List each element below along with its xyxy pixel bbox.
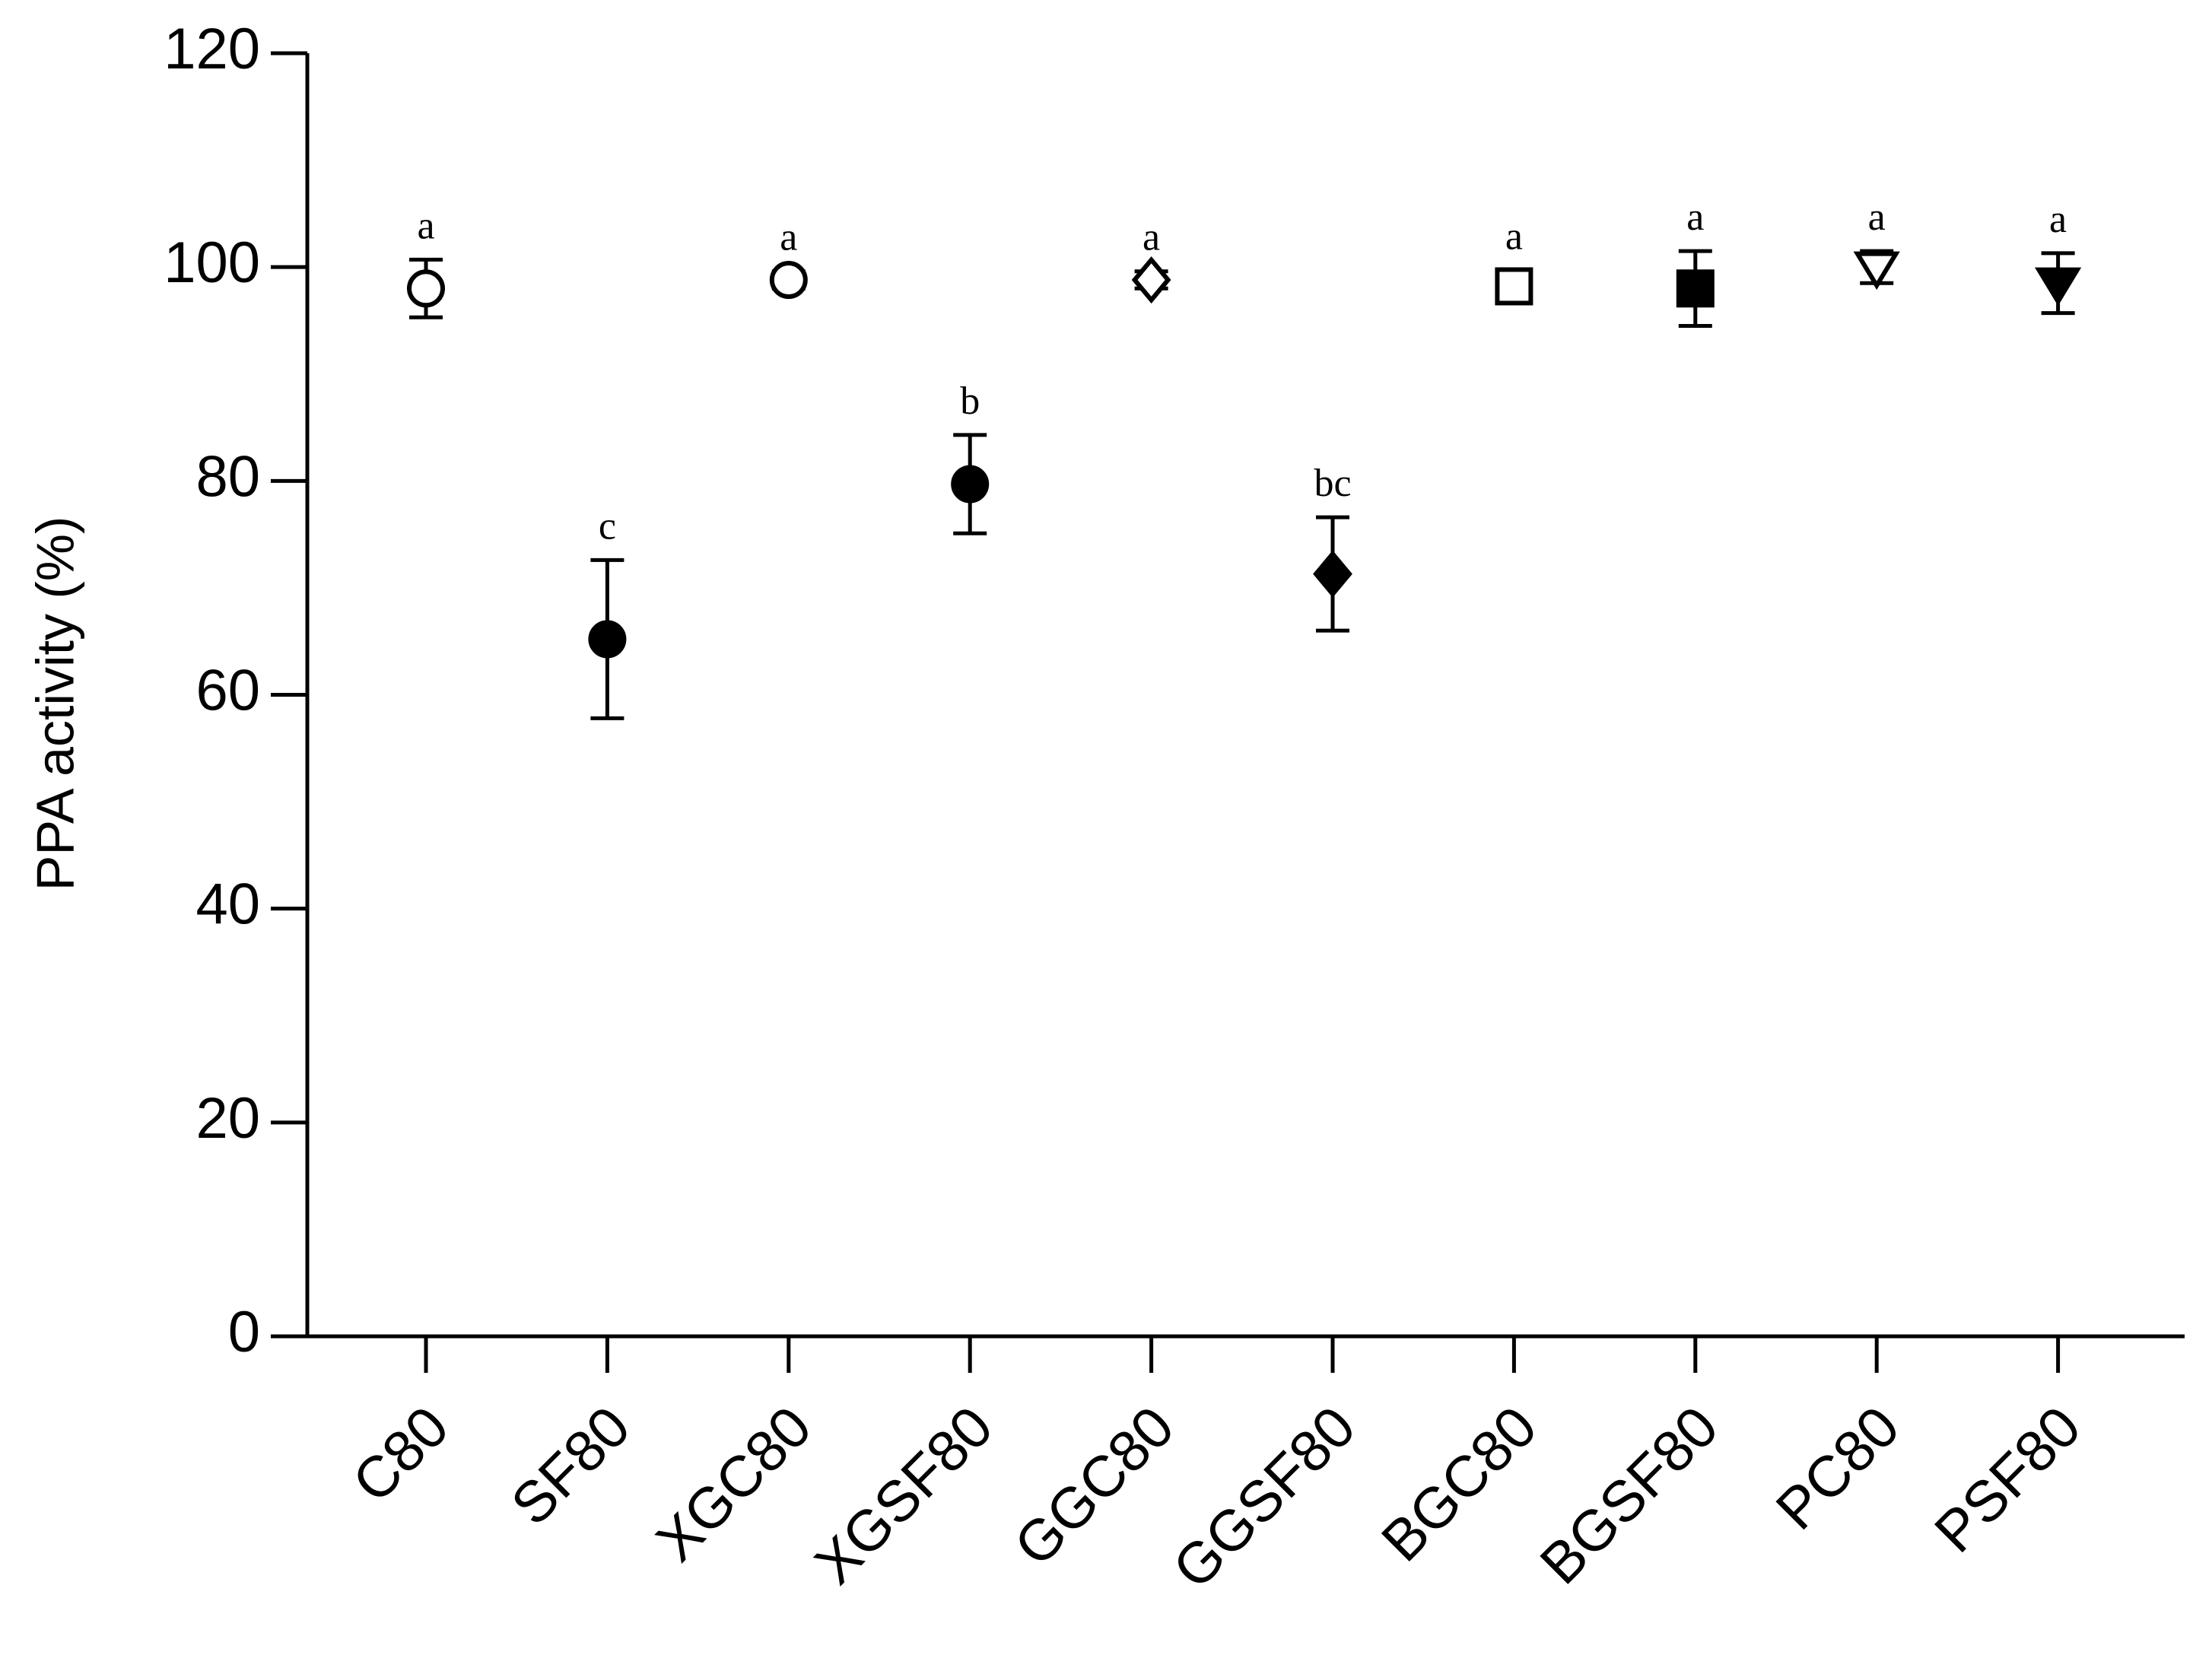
marker bbox=[1131, 256, 1171, 304]
y-tick-label: 60 bbox=[195, 659, 260, 723]
x-tick-label: XGC80 bbox=[644, 1394, 824, 1574]
annotation: b bbox=[960, 380, 980, 423]
x-tick-label: SF80 bbox=[499, 1394, 643, 1538]
annotation: a bbox=[1686, 195, 1704, 239]
marker bbox=[1495, 267, 1533, 306]
marker bbox=[2034, 267, 2082, 307]
x-tick-label: C80 bbox=[341, 1394, 462, 1515]
annotation: a bbox=[1143, 216, 1160, 259]
y-tick-label: 0 bbox=[228, 1300, 260, 1364]
x-tick-label: XGSF80 bbox=[802, 1394, 1005, 1596]
x-tick-label: BGSF80 bbox=[1528, 1394, 1731, 1596]
y-tick-label: 80 bbox=[195, 444, 260, 509]
y-tick-label: 40 bbox=[195, 872, 260, 937]
annotation: a bbox=[417, 204, 434, 247]
marker bbox=[1313, 550, 1352, 598]
annotation: a bbox=[2049, 198, 2067, 241]
marker bbox=[1676, 269, 1715, 308]
x-tick-label: PSF80 bbox=[1922, 1394, 2093, 1564]
y-tick-label: 20 bbox=[195, 1086, 260, 1151]
annotation: bc bbox=[1314, 462, 1351, 505]
y-axis-label: PPA activity (%) bbox=[25, 516, 84, 891]
marker bbox=[769, 261, 808, 300]
marker bbox=[1853, 251, 1900, 291]
x-tick-label: BGC80 bbox=[1369, 1394, 1549, 1574]
x-tick-label: PC80 bbox=[1764, 1394, 1912, 1542]
annotation: c bbox=[599, 504, 616, 548]
marker bbox=[951, 465, 990, 503]
annotation: a bbox=[1505, 214, 1523, 258]
y-tick-label: 100 bbox=[164, 230, 260, 295]
y-tick-label: 120 bbox=[164, 17, 260, 81]
x-tick-label: GGSF80 bbox=[1161, 1394, 1368, 1601]
annotation: a bbox=[1868, 195, 1886, 239]
x-tick-label: GGC80 bbox=[1003, 1394, 1187, 1578]
marker bbox=[588, 620, 627, 659]
annotation: a bbox=[780, 216, 797, 259]
marker bbox=[407, 269, 445, 308]
